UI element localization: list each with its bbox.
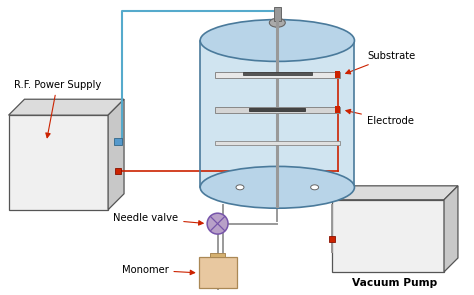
Ellipse shape <box>236 185 244 190</box>
Polygon shape <box>108 99 124 210</box>
Polygon shape <box>9 99 124 115</box>
Bar <box>215 140 339 145</box>
Bar <box>332 200 444 272</box>
Bar <box>215 107 339 113</box>
Bar <box>335 71 340 78</box>
Bar <box>114 138 122 145</box>
Ellipse shape <box>269 18 285 27</box>
Bar <box>9 115 108 210</box>
Polygon shape <box>332 186 458 200</box>
Bar <box>243 72 311 75</box>
Ellipse shape <box>200 166 355 208</box>
Bar <box>200 40 355 187</box>
Ellipse shape <box>310 185 319 190</box>
Bar <box>249 108 305 112</box>
Bar <box>215 72 339 78</box>
Polygon shape <box>444 186 458 272</box>
Text: Needle valve: Needle valve <box>113 213 203 225</box>
Bar <box>115 168 121 174</box>
Bar <box>199 258 237 288</box>
Text: Monomer: Monomer <box>121 265 195 275</box>
Ellipse shape <box>200 19 355 61</box>
Text: Electrode: Electrode <box>346 109 414 126</box>
Bar <box>335 106 340 113</box>
Text: R.F. Power Supply: R.F. Power Supply <box>14 80 101 138</box>
Text: Substrate: Substrate <box>346 51 415 74</box>
Circle shape <box>207 213 228 234</box>
Bar <box>210 253 225 258</box>
Bar <box>274 7 281 21</box>
Text: Vacuum Pump: Vacuum Pump <box>352 278 438 288</box>
Bar <box>329 236 335 242</box>
